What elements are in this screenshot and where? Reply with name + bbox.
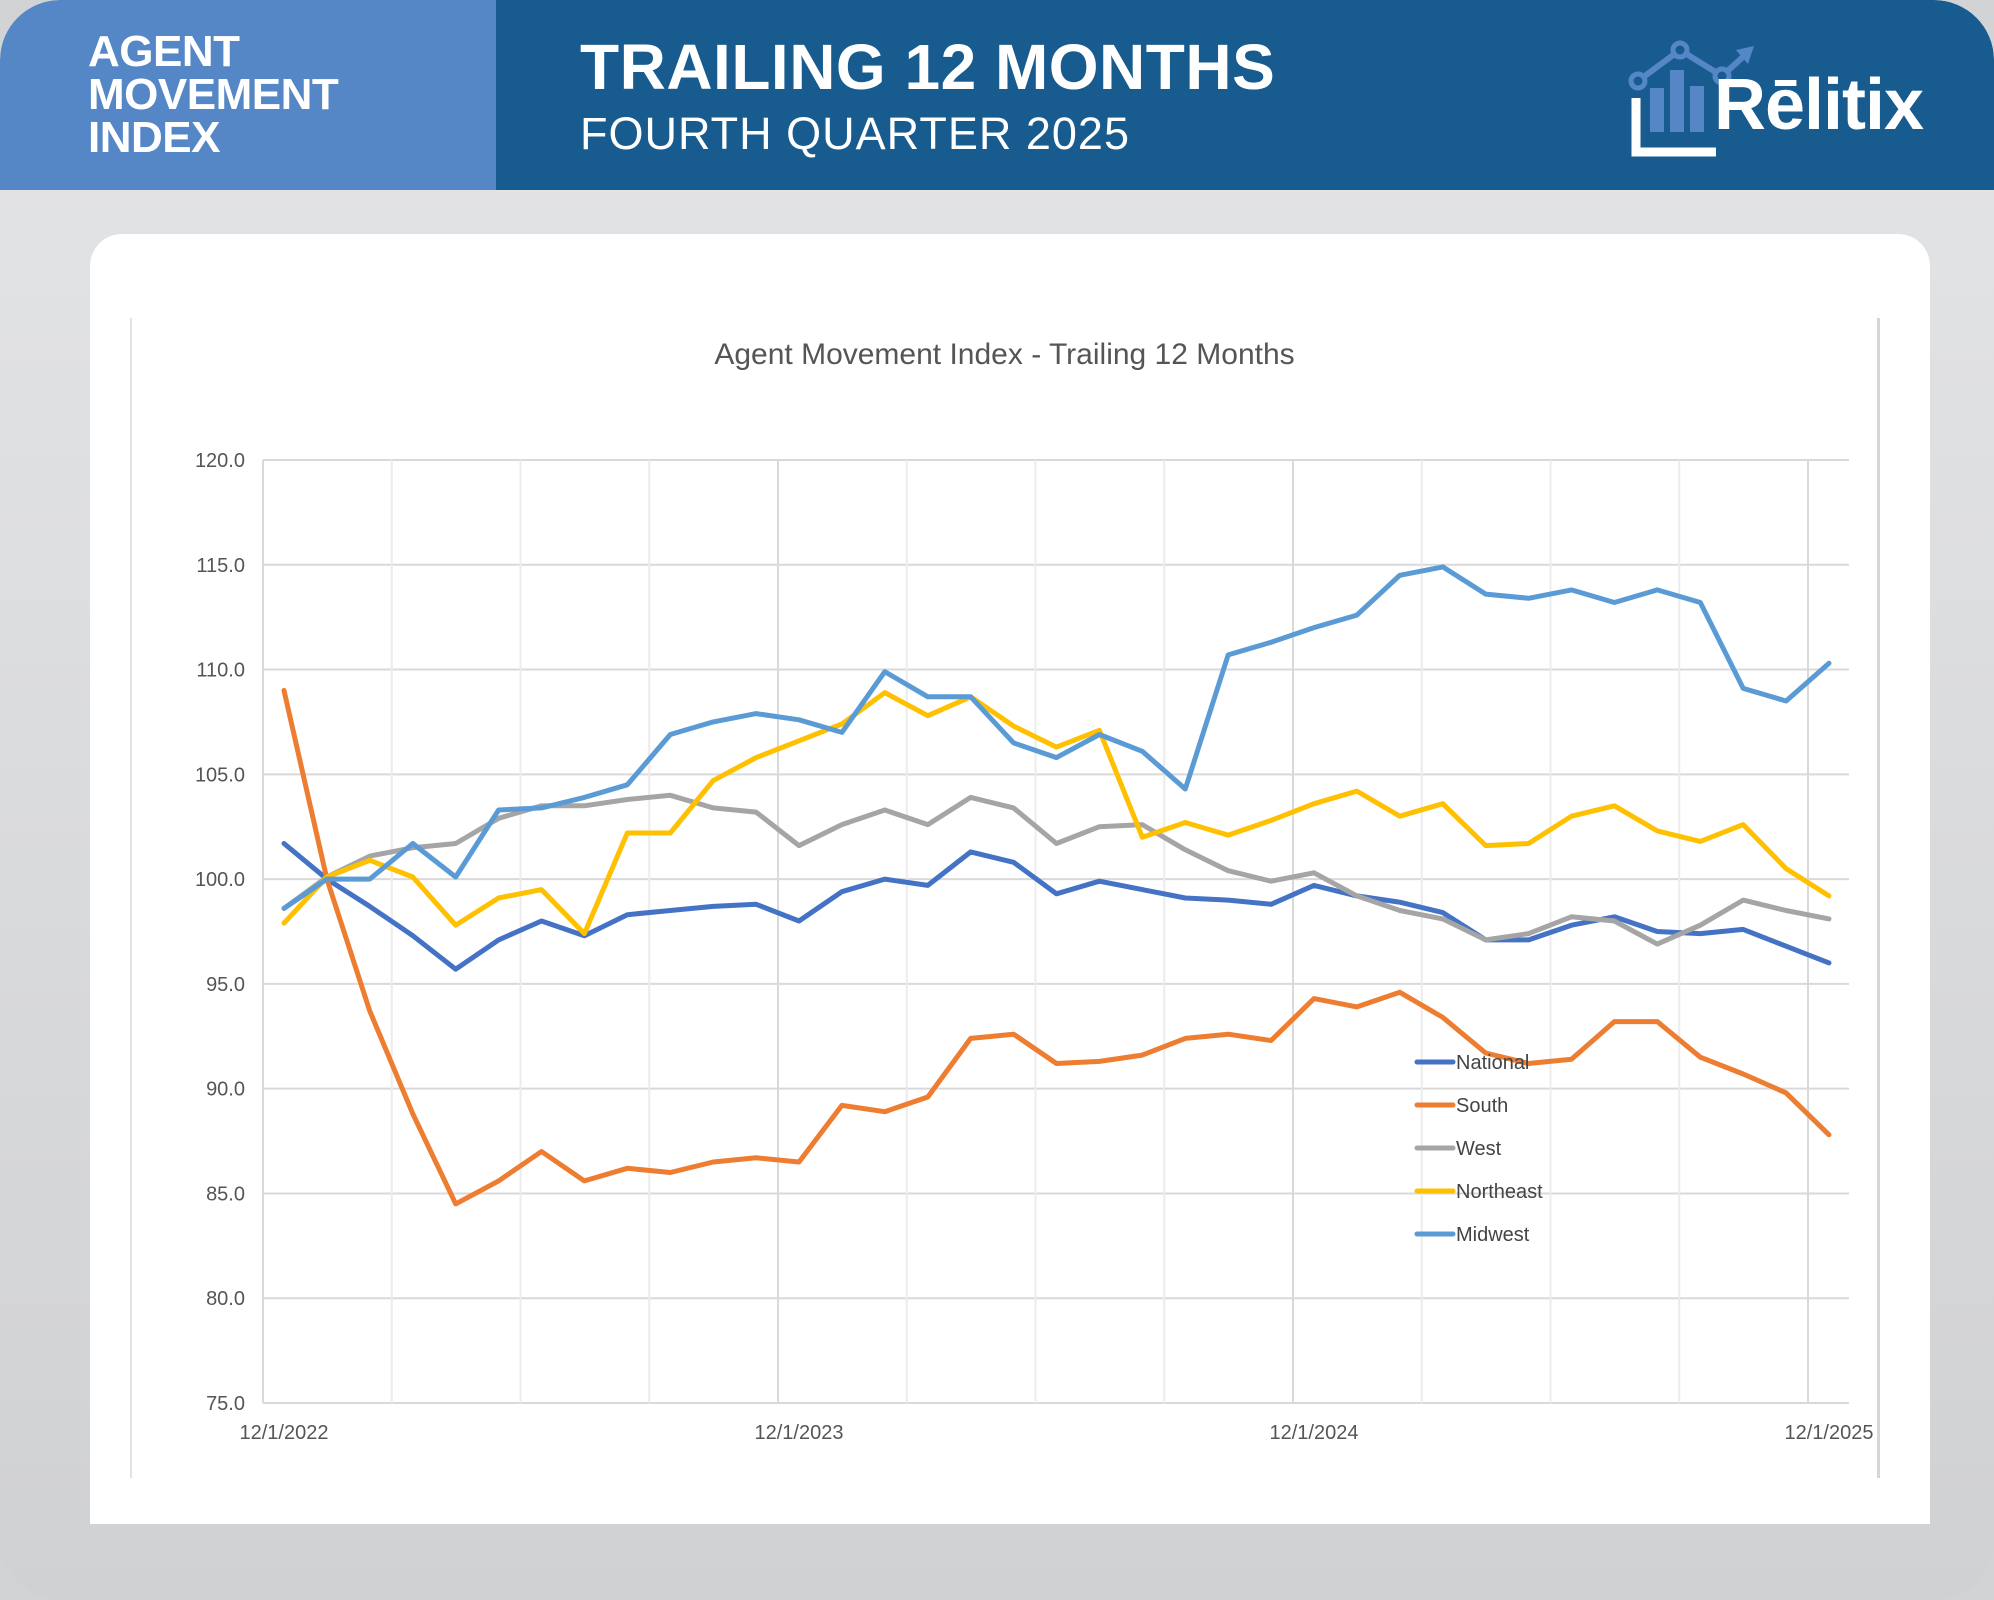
y-tick-label: 105.0 — [195, 764, 245, 786]
report-name-line-2: MOVEMENT — [88, 70, 339, 119]
y-tick-label: 90.0 — [206, 1079, 245, 1101]
series-line-northeast — [281, 690, 1832, 937]
logo-wordmark: Rēlitix — [1714, 65, 1924, 145]
report-name-line-1: AGENT — [88, 27, 240, 76]
header-right-panel: TRAILING 12 MONTHS FOURTH QUARTER 2025 R… — [496, 0, 1994, 190]
legend-label-national: National — [1456, 1052, 1529, 1074]
report-name: AGENT MOVEMENT INDEX — [88, 27, 339, 162]
series-line-national — [281, 841, 1832, 972]
series-line-south — [281, 688, 1832, 1207]
page-subtitle: FOURTH QUARTER 2025 — [580, 108, 1130, 159]
page-title: TRAILING 12 MONTHS — [580, 31, 1276, 103]
chart-area: Agent Movement Index - Trailing 12 Month… — [130, 318, 1880, 1478]
legend-label-west: West — [1456, 1138, 1502, 1160]
y-tick-label: 110.0 — [196, 660, 245, 682]
y-tick-label: 100.0 — [195, 869, 245, 891]
y-tick-label: 120.0 — [195, 450, 245, 472]
chart-card: Agent Movement Index - Trailing 12 Month… — [90, 234, 1930, 1524]
relitix-logo: Rēlitix — [1616, 28, 1936, 158]
x-tick-label: 12/1/2022 — [240, 1422, 329, 1444]
header: AGENT MOVEMENT INDEX TRAILING 12 MONTHS … — [0, 0, 1994, 190]
header-left-panel: AGENT MOVEMENT INDEX — [0, 0, 496, 190]
x-tick-label: 12/1/2024 — [1270, 1422, 1359, 1444]
y-tick-label: 85.0 — [206, 1183, 245, 1205]
logo-chart-icon — [1628, 40, 1754, 157]
series-line-midwest — [281, 564, 1832, 911]
x-tick-label: 12/1/2025 — [1785, 1422, 1874, 1444]
report-name-line-3: INDEX — [88, 113, 220, 162]
y-tick-label: 115.0 — [196, 555, 245, 577]
line-chart: 75.0 80.0 85.0 90.0 95.0 100.0 105.0 110.0 115.0… — [195, 450, 1874, 1444]
x-tick-label: 12/1/2023 — [755, 1422, 844, 1444]
y-tick-label: 95.0 — [206, 974, 245, 996]
y-tick-label: 75.0 — [206, 1393, 245, 1415]
series-line-west — [281, 792, 1832, 947]
legend-label-midwest: Midwest — [1456, 1224, 1530, 1246]
chart-title: Agent Movement Index - Trailing 12 Month… — [714, 338, 1295, 371]
legend-label-northeast: Northeast — [1456, 1181, 1543, 1203]
y-tick-label: 80.0 — [206, 1288, 245, 1310]
legend-label-south: South — [1456, 1095, 1508, 1117]
